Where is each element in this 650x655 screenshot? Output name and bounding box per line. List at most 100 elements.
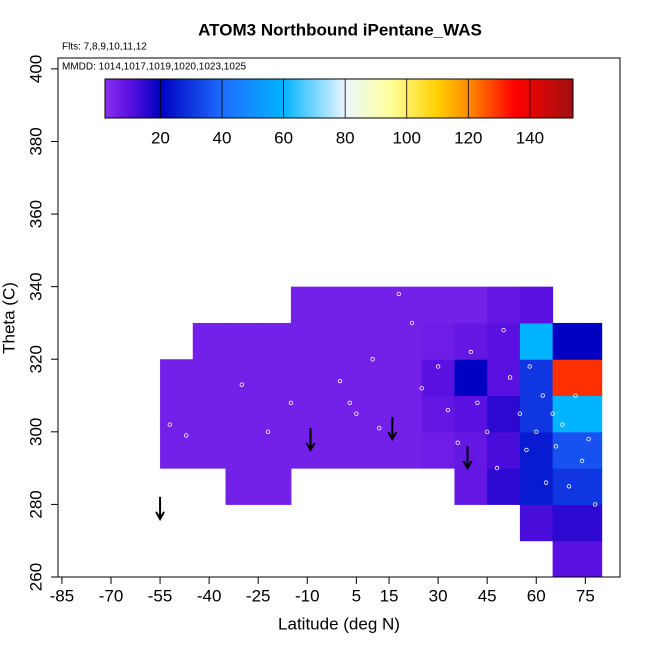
- x-tick-label: 75: [576, 586, 595, 605]
- heat-cell: [258, 431, 292, 469]
- x-tick-label: -70: [99, 586, 124, 605]
- y-tick-label: 360: [26, 200, 45, 228]
- sample-point: [455, 440, 460, 445]
- colorbar-tick-label: 20: [151, 128, 170, 147]
- sample-point: [396, 291, 402, 297]
- heat-cell: [454, 286, 488, 324]
- chart-title: ATOM3 Northbound iPentane_WAS: [198, 20, 482, 39]
- heat-cell: [290, 322, 325, 360]
- heat-cell: [192, 322, 226, 360]
- annotation: Flts: 7,8,9,10,11,12: [62, 42, 147, 53]
- heat-cell: [258, 322, 292, 360]
- sample-point: [586, 436, 591, 442]
- sample-point: [507, 375, 513, 380]
- heat-cell: [389, 322, 423, 360]
- heat-cell: [356, 431, 390, 469]
- flight-arrow: [305, 427, 316, 452]
- sample-point: [560, 422, 565, 427]
- heat-cell: [487, 359, 521, 397]
- x-tick-label: -55: [148, 586, 173, 605]
- heat-cell: [356, 286, 390, 324]
- heat-cell: [519, 504, 554, 542]
- heat-cell: [192, 431, 226, 469]
- sample-point: [167, 422, 173, 427]
- heat-cell: [389, 431, 423, 469]
- heat-cell: [454, 468, 488, 505]
- heat-cell: [258, 359, 292, 397]
- x-tick-label: -85: [50, 586, 75, 605]
- heat-cell: [356, 395, 390, 433]
- sample-point: [543, 480, 549, 485]
- heat-cell: [258, 395, 292, 433]
- x-tick-label: -25: [246, 586, 271, 605]
- sample-point: [239, 382, 245, 387]
- heat-cell: [421, 286, 455, 324]
- sample-point: [354, 411, 359, 416]
- heat-cell: [454, 359, 488, 397]
- x-tick-label: -40: [197, 586, 222, 605]
- y-axis-label: Theta (C): [0, 282, 18, 354]
- heat-cell: [552, 468, 603, 505]
- sample-point: [592, 502, 598, 507]
- sample-point: [347, 400, 352, 405]
- x-tick-label: 45: [478, 586, 497, 605]
- sample-point: [484, 429, 490, 435]
- y-tick-label: 380: [26, 127, 45, 155]
- heat-cell: [225, 431, 259, 469]
- colorbar-tick-label: 120: [454, 128, 482, 147]
- x-tick-label: 15: [380, 586, 399, 605]
- heat-cell: [519, 322, 554, 360]
- colorbar-tick-label: 100: [393, 128, 421, 147]
- heat-cell: [323, 359, 357, 397]
- heat-cell: [258, 468, 292, 505]
- sample-point: [377, 425, 382, 431]
- y-tick-label: 280: [26, 490, 45, 518]
- colorbar-tick-label: 40: [213, 128, 232, 147]
- heat-cell: [225, 468, 259, 505]
- heat-cell: [192, 359, 226, 397]
- flight-arrow: [387, 417, 398, 442]
- heat-cell: [519, 286, 554, 324]
- heat-cell: [160, 395, 194, 433]
- flight-arrow: [155, 496, 165, 521]
- heat-cell: [323, 395, 357, 433]
- colorbar: [104, 78, 574, 119]
- sample-point: [288, 400, 294, 405]
- heat-cell: [421, 395, 455, 433]
- sample-point: [337, 378, 343, 384]
- x-tick-label: -10: [295, 586, 320, 605]
- x-axis-label: Latitude (deg N): [278, 614, 400, 633]
- heat-cell: [552, 359, 603, 397]
- plot-frame: [57, 57, 621, 578]
- x-tick-label: 30: [429, 586, 448, 605]
- sample-point: [566, 484, 572, 489]
- heat-cell: [519, 359, 554, 397]
- y-tick-label: 260: [26, 563, 45, 591]
- heat-cell: [421, 431, 455, 469]
- heat-cell: [487, 431, 521, 469]
- heat-cell: [160, 359, 194, 397]
- sample-point: [540, 393, 545, 398]
- heat-cell: [290, 395, 325, 433]
- heat-cell: [323, 286, 357, 324]
- heat-cell: [454, 395, 488, 433]
- heat-cell: [389, 359, 423, 397]
- sample-point: [494, 465, 500, 471]
- x-tick-label: 60: [527, 586, 546, 605]
- heat-cell: [290, 286, 325, 324]
- heat-cell: [552, 540, 603, 578]
- sample-point: [573, 393, 578, 398]
- sample-point: [501, 328, 506, 333]
- sample-point: [409, 320, 415, 326]
- sample-point: [265, 429, 271, 435]
- heat-cell: [519, 431, 554, 469]
- heat-cell: [225, 395, 259, 433]
- heat-cell: [225, 359, 259, 397]
- heat-cell: [389, 395, 423, 433]
- heat-cell: [552, 322, 603, 360]
- heat-cell: [421, 359, 455, 397]
- sample-point: [435, 364, 441, 369]
- heat-cell: [290, 359, 325, 397]
- heat-cell: [421, 322, 455, 360]
- heat-cell: [487, 322, 521, 360]
